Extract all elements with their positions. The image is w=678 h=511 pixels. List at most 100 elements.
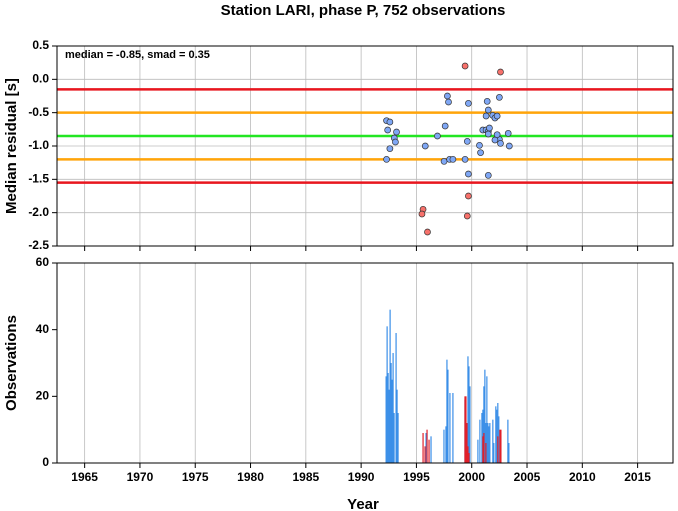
bar <box>397 413 399 463</box>
point <box>484 130 492 138</box>
bar <box>484 369 486 463</box>
bar <box>499 429 501 463</box>
x-tick-label: 2005 <box>514 470 541 484</box>
bar <box>481 413 483 463</box>
bar <box>489 423 491 463</box>
bar <box>465 396 467 463</box>
bar <box>390 363 392 463</box>
point <box>418 210 426 218</box>
bar <box>507 419 509 463</box>
point <box>493 112 501 120</box>
x-tick-label: 1965 <box>71 470 98 484</box>
point <box>434 132 441 140</box>
point <box>484 171 492 179</box>
bar <box>466 423 468 463</box>
point <box>383 155 390 163</box>
y-tick-label: 0.0 <box>32 72 49 86</box>
bar <box>428 439 430 463</box>
bar <box>483 433 485 463</box>
point <box>477 149 484 157</box>
point <box>424 228 431 236</box>
point <box>445 98 452 106</box>
bar <box>392 353 394 463</box>
y-tick-label: -1.5 <box>28 172 49 186</box>
bar <box>467 446 469 463</box>
bar <box>500 429 502 463</box>
plot-frame <box>56 45 674 247</box>
x-tick-label: 1985 <box>292 470 319 484</box>
bar <box>482 436 484 463</box>
x-tick-label: 2000 <box>458 470 485 484</box>
point <box>393 128 400 136</box>
bar <box>496 409 498 463</box>
point <box>497 139 504 147</box>
bar <box>445 426 447 463</box>
bar <box>497 403 499 463</box>
bar <box>385 376 387 463</box>
x-tick-label: 1995 <box>403 470 430 484</box>
x-tick-label: 2015 <box>624 470 651 484</box>
bar <box>495 406 497 463</box>
x-tick-label: 1980 <box>237 470 264 484</box>
y-tick-label: 0.5 <box>32 38 49 52</box>
bar <box>487 423 489 463</box>
y-tick-label: 0 <box>42 455 49 469</box>
bar <box>497 436 499 463</box>
plot-frame <box>56 262 674 464</box>
bar <box>426 429 428 463</box>
point <box>463 212 471 220</box>
annotation: median = -0.85, smad = 0.35 <box>65 49 210 61</box>
bar <box>468 366 470 463</box>
bar <box>387 373 389 463</box>
point <box>476 141 483 149</box>
bar <box>469 386 471 463</box>
bar <box>430 436 432 463</box>
point <box>496 93 503 101</box>
bar <box>396 389 398 463</box>
bar <box>443 429 445 463</box>
bar <box>492 419 494 463</box>
bar <box>422 433 424 463</box>
plot-area <box>57 263 673 463</box>
point <box>484 106 492 114</box>
point <box>504 129 512 137</box>
point <box>493 131 501 139</box>
bar <box>388 389 390 463</box>
bar <box>464 396 466 463</box>
point <box>386 118 394 126</box>
bar <box>425 433 427 463</box>
point <box>449 155 457 163</box>
point <box>461 62 469 70</box>
point <box>421 142 429 150</box>
point <box>483 97 491 105</box>
point <box>384 126 392 134</box>
bar <box>386 326 388 463</box>
x-axis-label: Year <box>347 496 379 511</box>
point <box>465 99 472 107</box>
bar <box>467 356 469 463</box>
y-tick-label: -0.5 <box>28 105 49 119</box>
y-tick-label: 60 <box>36 255 50 269</box>
y-tick-label: -2.5 <box>28 238 49 252</box>
bar <box>508 443 510 463</box>
bar <box>483 386 485 463</box>
y-tick-label: -2.0 <box>28 205 49 219</box>
point <box>386 145 394 153</box>
point <box>461 155 469 163</box>
point <box>463 137 471 145</box>
chart-title: Station LARI, phase P, 752 observations <box>221 2 506 19</box>
y-tick-label: 40 <box>36 322 50 336</box>
bar <box>447 369 449 463</box>
point <box>505 142 513 150</box>
x-tick-label: 1970 <box>127 470 154 484</box>
point <box>497 68 504 76</box>
bar <box>485 443 487 463</box>
bar <box>393 413 395 463</box>
bar <box>395 333 397 463</box>
y-tick-label: 20 <box>36 389 50 403</box>
point <box>465 170 472 178</box>
x-tick-label: 1975 <box>182 470 209 484</box>
point <box>482 112 490 120</box>
bar <box>424 446 426 463</box>
